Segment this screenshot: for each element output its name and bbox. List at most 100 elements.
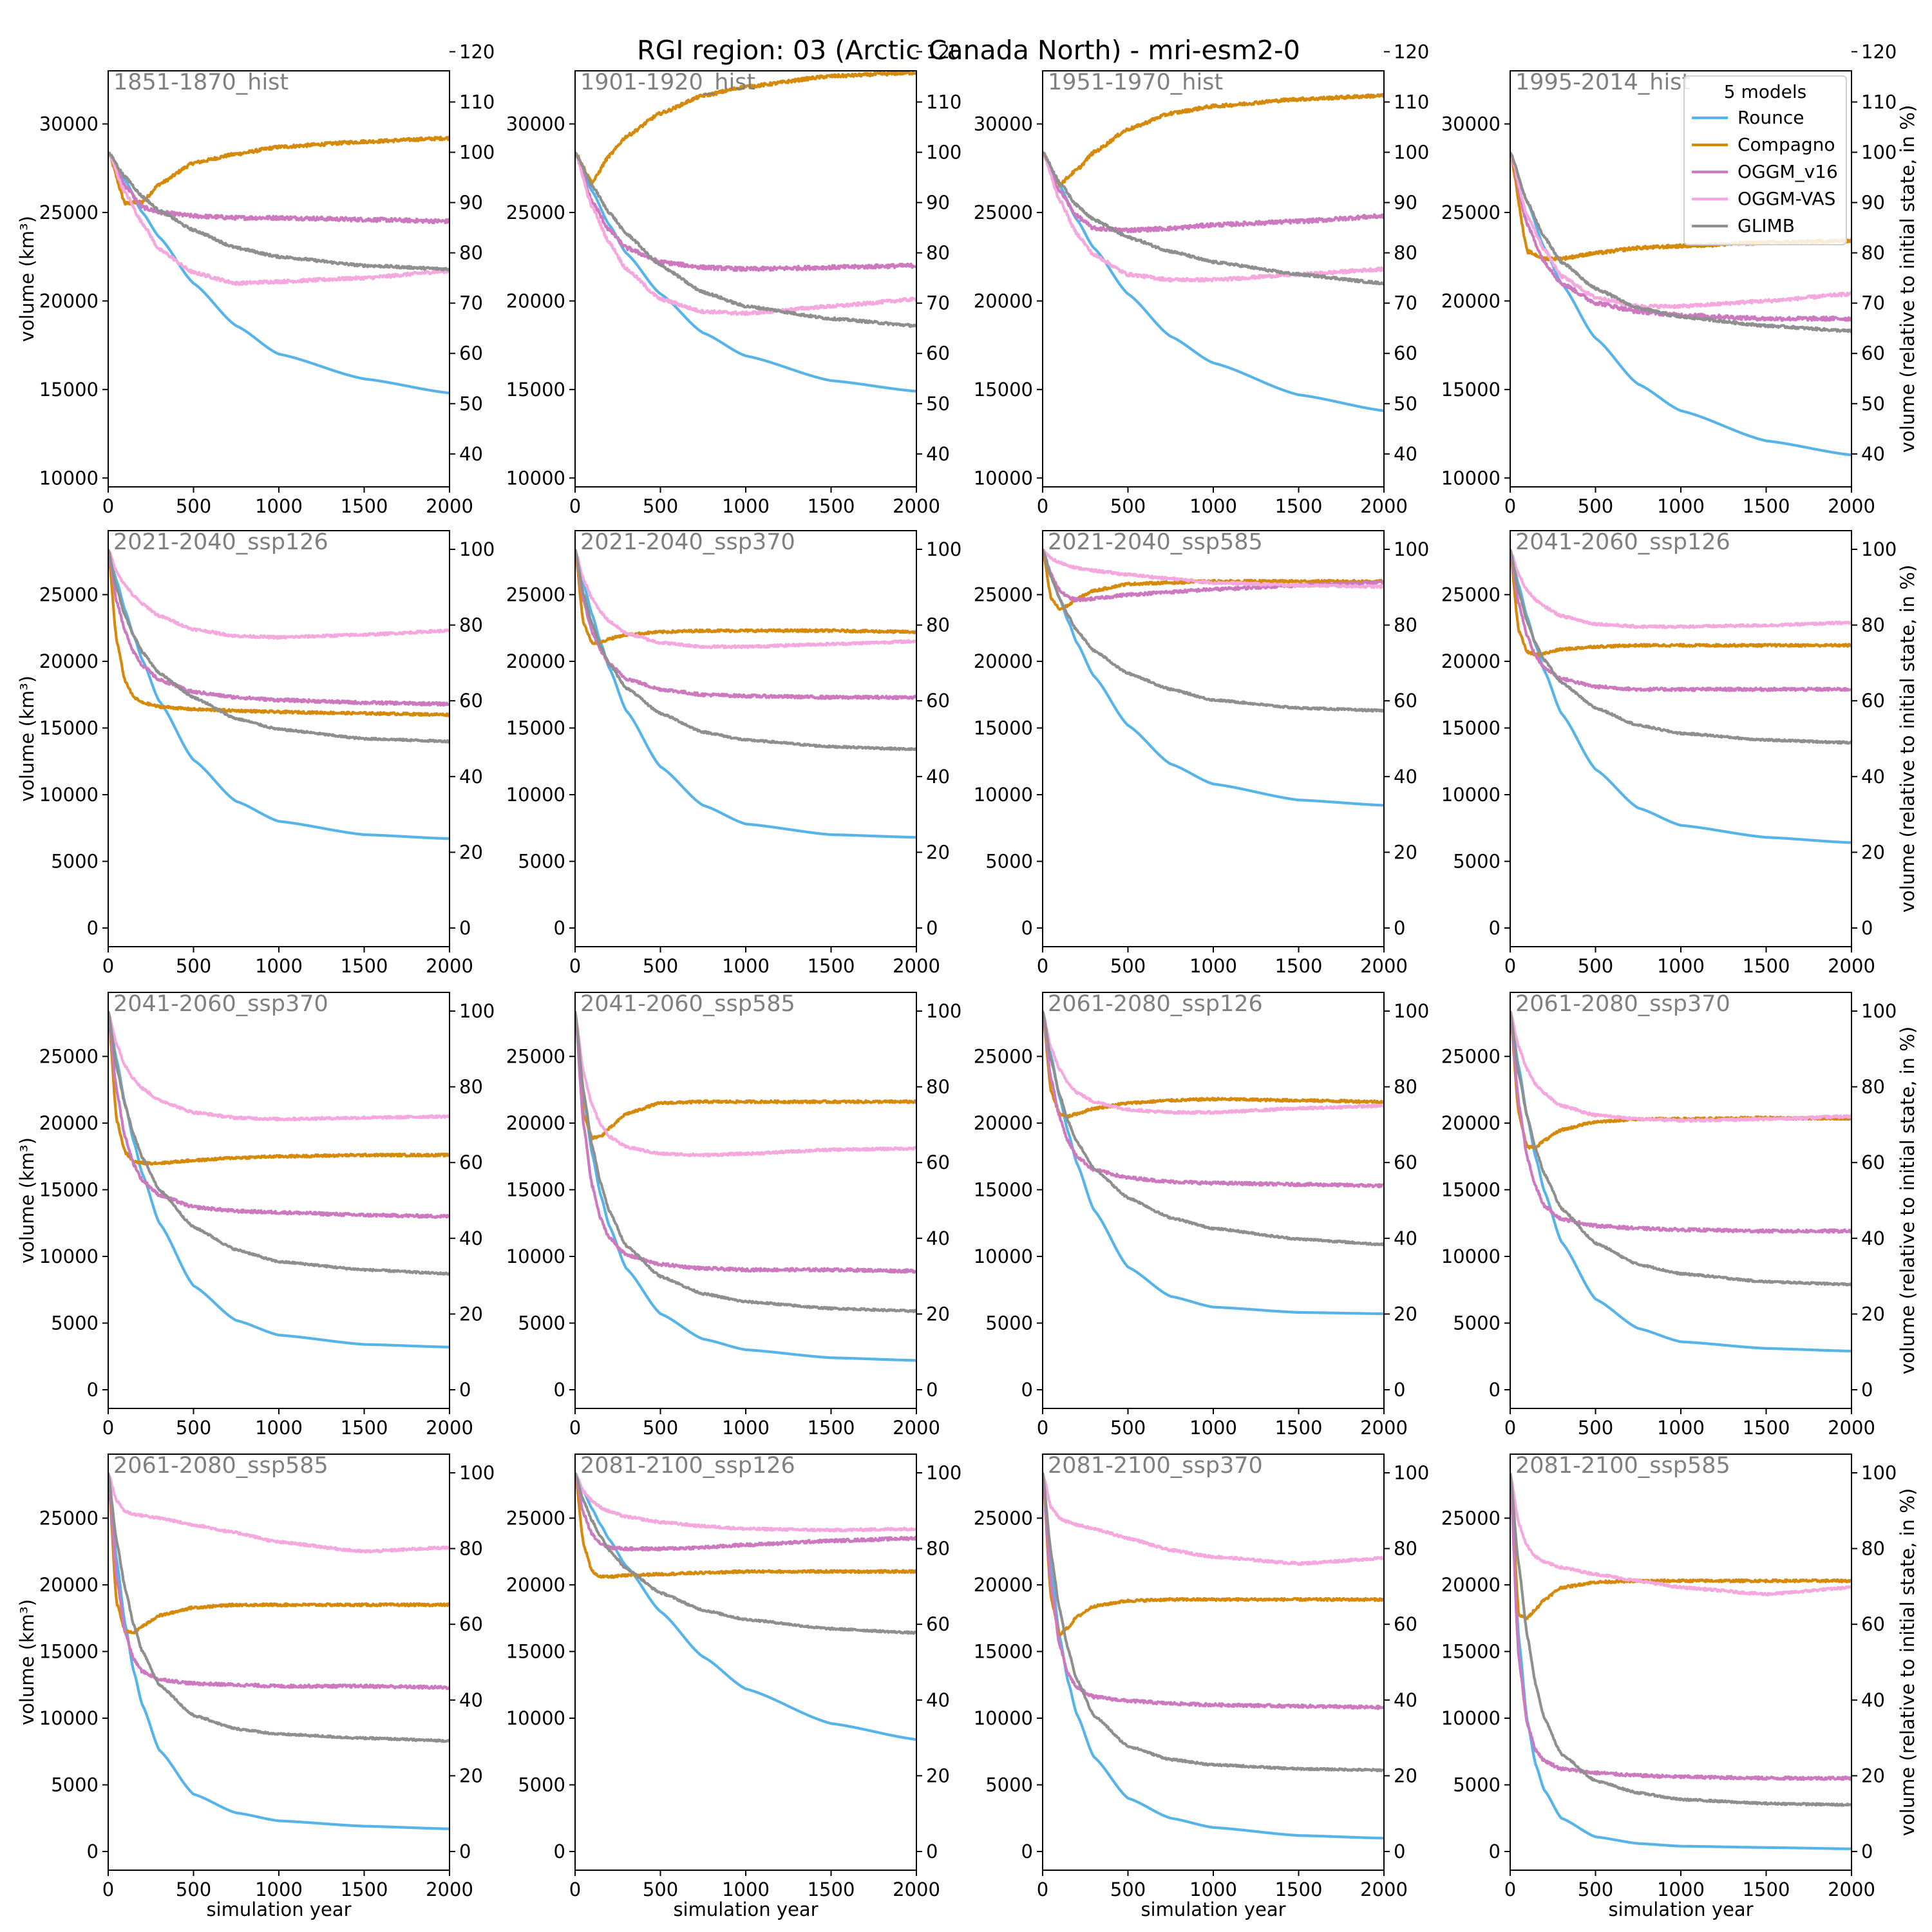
y-tick-label: 10000 [39, 1707, 99, 1729]
panel: 0 500 1000 1500 2000050001000015000200002500… [16, 1453, 495, 1920]
y2-tick-label: 0 [926, 1841, 938, 1862]
panel-title: 2081-2100_ssp126 [580, 1453, 795, 1479]
x-tick-label: 500 [1110, 495, 1146, 517]
y-tick-label: 20000 [506, 1574, 565, 1596]
series-line-oggm-v16 [575, 152, 916, 272]
x-tick-label: 1500 [341, 1417, 388, 1439]
panel: 0 500 1000 1500 2000050001000015000200002500… [974, 529, 1430, 977]
y-tick-label: 0 [1489, 1379, 1501, 1401]
y2-tick-label: 100 [1861, 538, 1897, 560]
y2-tick-label: 80 [1394, 242, 1417, 264]
x-tick-label: 1000 [1657, 495, 1705, 517]
x-tick-label: 2000 [1360, 955, 1408, 977]
x-tick-label: 0 [1037, 1879, 1048, 1900]
y2-tick-label: 120 [459, 41, 495, 62]
y-tick-label: 15000 [506, 379, 565, 401]
y2-tick-label: 100 [1394, 1462, 1429, 1484]
y2-tick-label: 110 [459, 91, 495, 113]
panel: 0 500 1000 1500 2000050001000015000200002500… [974, 991, 1430, 1439]
y-tick-label: 15000 [39, 717, 99, 739]
x-tick-label: 500 [176, 955, 211, 977]
y-tick-label: 20000 [506, 290, 565, 312]
x-tick-label: 1500 [1743, 955, 1790, 977]
y-tick-label: 5000 [1453, 1312, 1501, 1334]
y-tick-label: 25000 [1441, 1507, 1501, 1529]
panel-title: 2041-2060_ssp370 [113, 991, 328, 1017]
y-tick-label: 20000 [39, 1112, 99, 1134]
y-tick-label: 10000 [506, 1245, 565, 1267]
y2-tick-label: 80 [459, 1076, 483, 1098]
x-tick-label: 0 [1037, 495, 1048, 517]
y-tick-label: 5000 [1453, 1774, 1501, 1795]
y-tick-label: 15000 [1441, 379, 1501, 401]
x-tick-label: 2000 [426, 1879, 473, 1900]
y2-tick-label: 20 [1394, 841, 1417, 863]
x-tick-label: 0 [102, 1879, 114, 1900]
y2-tick-label: 70 [1861, 292, 1885, 314]
y2-tick-label: 60 [1394, 690, 1417, 712]
y-tick-label: 5000 [518, 850, 565, 872]
y-tick-label: 30000 [506, 113, 565, 135]
x-tick-label: 1000 [722, 495, 770, 517]
y2-tick-label: 40 [1394, 1689, 1417, 1711]
y2-tick-label: 100 [1394, 538, 1429, 560]
series-line-oggm-v16 [108, 1010, 450, 1219]
x-tick-label: 0 [1037, 1417, 1048, 1439]
x-tick-label: 2000 [1828, 955, 1875, 977]
y-tick-label: 0 [554, 917, 565, 939]
y2-tick-label: 60 [1861, 343, 1885, 365]
y2-tick-label: 80 [1861, 242, 1885, 264]
series-line-compagno [1510, 1010, 1852, 1150]
y-tick-label: 5000 [985, 1774, 1033, 1795]
x-tick-label: 0 [102, 1417, 114, 1439]
panel: 0 500 1000 1500 2000050001000015000200002500… [974, 1453, 1430, 1920]
x-tick-label: 1500 [1275, 1879, 1323, 1900]
x-tick-label: 1500 [1275, 1417, 1323, 1439]
y-axis-label: volume (km³) [16, 676, 38, 802]
series-line-glimb [1043, 1010, 1384, 1247]
x-tick-label: 1000 [1189, 495, 1237, 517]
x-tick-label: 0 [102, 495, 114, 517]
y2-tick-label: 110 [1394, 91, 1429, 113]
series-lines [108, 1472, 450, 1830]
y-tick-label: 10000 [1441, 784, 1501, 806]
panel-title: 2041-2060_ssp126 [1515, 529, 1730, 555]
y2-tick-label: 40 [1394, 1227, 1417, 1249]
series-lines [575, 71, 916, 393]
x-tick-label: 1000 [255, 955, 303, 977]
x-axis-label: simulation year [1141, 1899, 1285, 1920]
plot-frame [1042, 1454, 1385, 1871]
y2-tick-label: 20 [926, 1765, 950, 1786]
y2-tick-label: 80 [459, 614, 483, 636]
y-tick-label: 0 [87, 917, 99, 939]
y-tick-label: 20000 [39, 650, 99, 672]
x-tick-label: 2000 [893, 495, 940, 517]
y2-tick-label: 50 [1394, 393, 1417, 415]
y2-tick-label: 0 [459, 1841, 471, 1862]
series-line-glimb [575, 1472, 916, 1635]
x-tick-label: 500 [176, 1417, 211, 1439]
series-line-glimb [575, 1010, 916, 1314]
x-tick-label: 500 [1578, 1417, 1613, 1439]
y2-tick-label: 40 [459, 1227, 483, 1249]
plot-frame [108, 70, 450, 488]
x-tick-label: 500 [643, 1417, 678, 1439]
series-line-glimb [108, 549, 450, 744]
y-tick-label: 25000 [1441, 202, 1501, 223]
series-line-compagno [108, 549, 450, 717]
x-tick-label: 1000 [1189, 1879, 1237, 1900]
series-line-oggm-v16 [108, 151, 450, 225]
legend-title: 5 models [1724, 81, 1807, 102]
y-tick-label: 0 [1021, 1841, 1033, 1862]
y2-tick-label: 0 [1394, 1379, 1405, 1401]
x-tick-label: 2000 [893, 1417, 940, 1439]
y2-tick-label: 110 [1861, 91, 1897, 113]
y2-tick-label: 40 [926, 766, 950, 788]
x-axis-label: simulation year [206, 1899, 351, 1920]
y-axis-label: volume (km³) [16, 216, 38, 342]
x-tick-label: 1000 [255, 495, 303, 517]
series-line-compagno [1510, 549, 1852, 657]
series-line-compagno [1043, 1472, 1384, 1636]
y2-tick-label: 60 [1861, 1151, 1885, 1173]
panel-title: 2061-2080_ssp370 [1515, 991, 1730, 1017]
